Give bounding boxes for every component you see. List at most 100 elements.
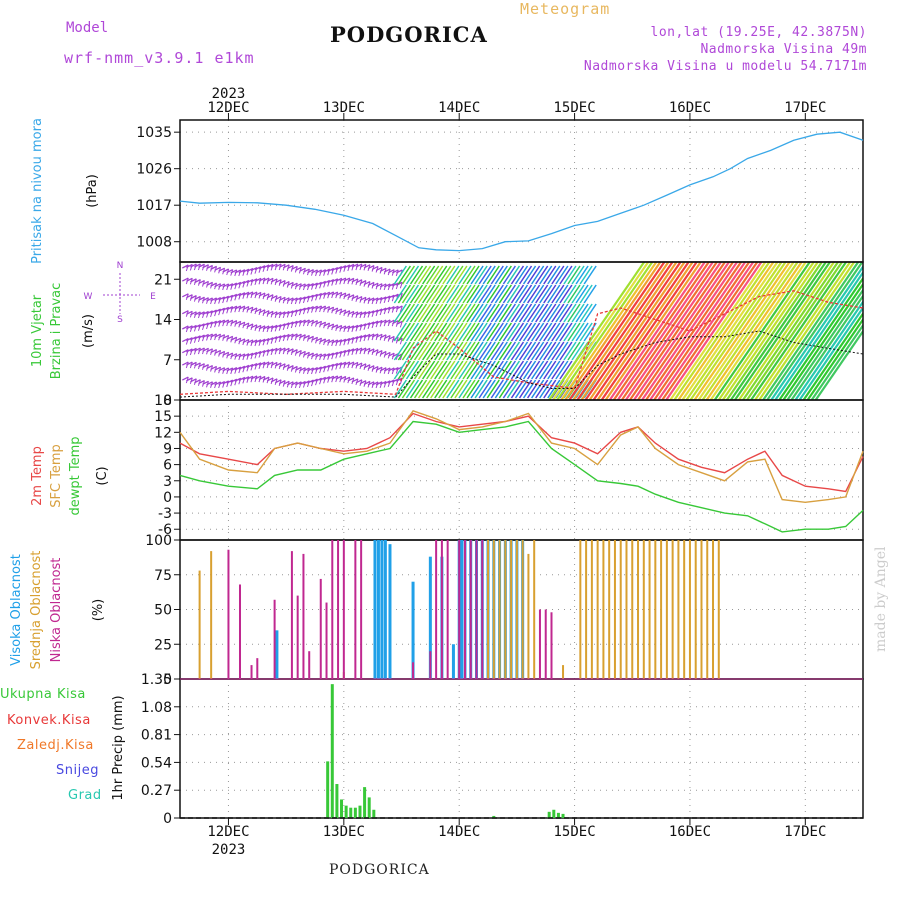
wind-barb [351,378,359,383]
wind-barb [450,360,464,380]
wind-barb [238,321,246,326]
wind-barb [194,263,201,268]
mid-cloud-bar [521,540,524,679]
wind-barb [206,334,209,341]
wind-barb [331,307,339,312]
precip-bar [561,813,565,818]
wind-barb [539,360,553,380]
wind-barb [242,364,250,369]
wind-barb [262,325,270,330]
wind-barb [299,319,306,324]
wind-barb [486,322,500,342]
wind-barb [214,296,221,302]
wind-barb [307,367,314,372]
precip-bar [349,807,353,818]
wind-barb [502,265,517,285]
wind-barb [226,294,234,299]
y-tick-label: 9 [163,441,172,457]
mid-cloud-bar [642,540,645,679]
wind-barb [270,324,278,329]
wind-barb [438,322,452,342]
wind-barb [551,303,565,323]
wind-barb [490,322,504,342]
wind-barb [786,288,863,400]
wind-barb [230,306,234,313]
wind-barb [254,266,262,271]
wind-barb [266,361,274,366]
wind-barb [556,262,654,400]
wind-barb [514,379,529,399]
wind-barb [742,262,839,400]
wind-barb [391,378,399,383]
wind-barb [226,352,234,357]
wind-barb [303,319,310,324]
wind-barb [287,333,294,338]
wind-barb [347,263,355,268]
wind-barb [230,282,238,287]
wind-barb [206,281,213,286]
wind-barb [323,364,330,369]
wind-barb [287,321,294,326]
wind-barb [278,311,286,316]
wind-barb [681,262,779,400]
wind-barb [572,262,670,400]
wind-barb [367,281,375,287]
wind-barb [633,262,730,400]
wind-barb [242,338,250,344]
wind-barb [238,269,242,277]
altitude-label: Nadmorska Visina 49m [700,42,867,57]
wind-barb [282,280,290,286]
wind-barb [198,347,205,352]
wind-barb [802,311,863,400]
wind-barb [315,353,322,358]
wind-barb [371,333,379,338]
wind-barb [375,296,383,302]
wind-barb [335,308,343,313]
wind-barb [750,262,847,400]
wind-barb [383,283,391,288]
wind-barb [355,324,363,329]
wind-barb [198,263,205,268]
wind-barb [311,306,314,313]
wind-barb [230,353,238,358]
wind-barb [323,353,330,358]
wind-barb [383,380,391,385]
low-cloud-bar [331,540,334,679]
wind-barb [234,281,242,286]
wind-barb [387,335,395,340]
wind-barb [391,367,395,375]
wind-barb [210,365,217,371]
wind-barb [371,349,379,354]
wind-barb [202,380,209,385]
wind-barb [417,379,432,399]
wind-barb [705,262,803,400]
y-tick-label: 18 [154,393,172,409]
wind-barb [230,367,238,372]
wind-barb [238,365,246,370]
wind-barb [270,325,274,332]
wind-barb [323,322,330,327]
wind-barb [282,333,290,339]
y-tick-label: 75 [154,568,172,584]
wind-panel-label-2: Brzina i Pravac [49,283,64,380]
mid-cloud-bar [562,665,565,679]
wind-barb [246,352,254,357]
wind-barb [194,311,201,316]
wind-barb [790,294,863,400]
wind-barb [409,265,424,285]
wind-barb [270,336,278,341]
wind-barb [299,350,306,356]
y-tick-label: 25 [154,637,172,653]
wind-barb [738,262,835,400]
wind-barb [446,303,460,323]
wind-barb [466,265,480,285]
precip-bar [340,799,344,818]
wind-barb [450,265,464,285]
wind-barb [522,379,537,399]
wind-barb [579,265,593,285]
wind-barb [186,294,193,299]
mid-cloud-bar [677,540,680,679]
precip-bar [556,812,560,818]
mid-cloud-bar [631,540,634,679]
high-cloud-bar [388,544,392,679]
